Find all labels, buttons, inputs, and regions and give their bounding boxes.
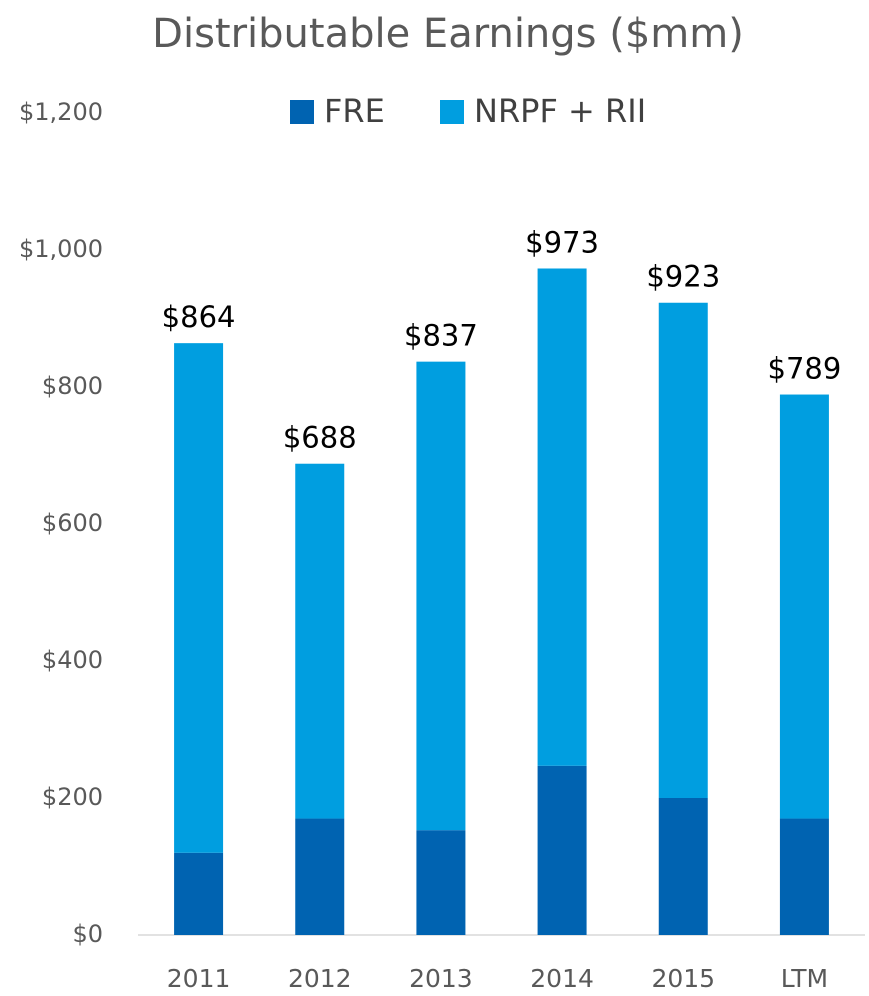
bar-segment [416,361,466,831]
y-tick-label: $1,200 [19,98,103,126]
total-label: $837 [404,319,478,353]
bar-segment [416,830,466,935]
y-tick-label: $0 [72,920,103,948]
bar-segment [295,463,345,819]
total-label: $864 [162,300,236,334]
bar-segment [779,394,829,819]
total-label: $923 [646,260,720,294]
legend-label: NRPF + RII [474,92,646,130]
y-tick-label: $800 [42,372,103,400]
bar-segment [658,302,708,798]
x-tick-label: 2014 [530,964,594,993]
chart-title: Distributable Earnings ($mm) [152,11,744,57]
legend-swatch [440,100,464,124]
y-tick-label: $1,000 [19,235,103,263]
bar-segment [174,343,224,853]
bar-segment [537,765,587,935]
legend-swatch [290,100,314,124]
bar-segment [295,818,345,935]
x-tick-label: 2015 [651,964,715,993]
total-label: $688 [283,421,357,455]
x-tick-label: 2012 [288,964,352,993]
x-tick-label: LTM [781,964,828,993]
total-label: $789 [768,352,842,386]
bar-segment [537,268,587,766]
y-tick-label: $200 [42,783,103,811]
y-tick-label: $400 [42,646,103,674]
bar-segment [779,818,829,935]
bar-segment [658,798,708,935]
x-tick-label: 2011 [167,964,231,993]
y-tick-label: $600 [42,509,103,537]
x-tick-label: 2013 [409,964,473,993]
total-label: $973 [525,225,599,259]
bar-segment [174,852,224,935]
legend-label: FRE [324,92,385,130]
